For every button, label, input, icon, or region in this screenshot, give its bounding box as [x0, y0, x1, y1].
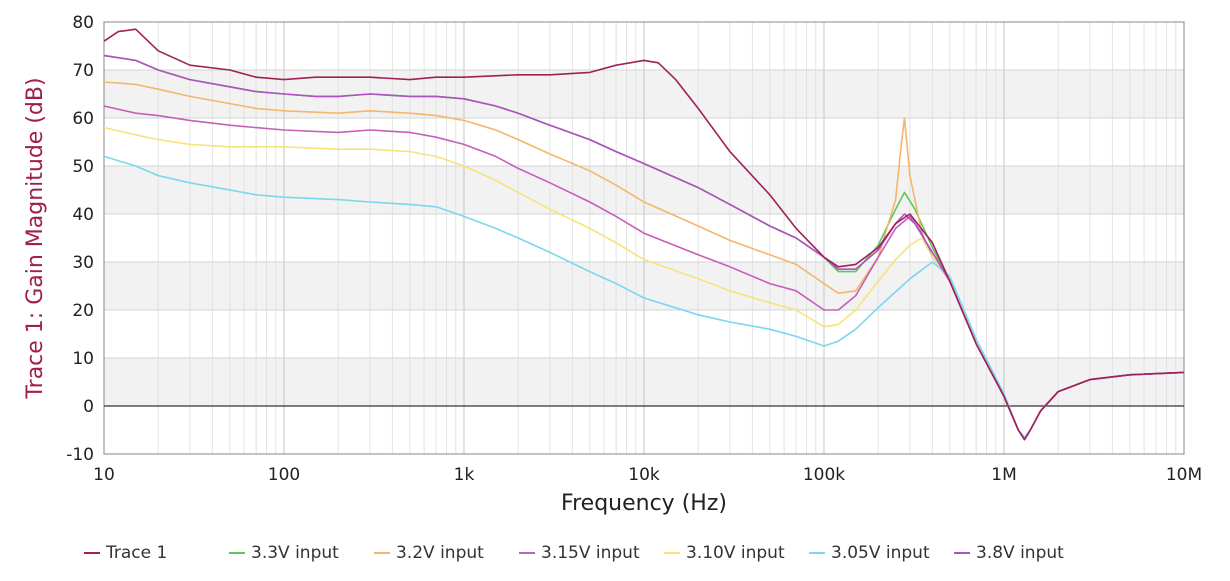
y-tick-label: 60	[72, 109, 94, 129]
legend-label: 3.8V input	[976, 543, 1064, 563]
legend-label: 3.3V input	[251, 543, 339, 563]
legend-swatch	[519, 552, 535, 554]
legend-label: 3.10V input	[686, 543, 785, 563]
series-line-6	[103, 155, 1185, 439]
legend-item: 3.05V input	[809, 543, 930, 563]
legend-item: 3.10V input	[664, 543, 785, 563]
legend-label: 3.2V input	[396, 543, 484, 563]
y-tick-labels: -10 0 10 20 30 40 50 60 70 80	[66, 13, 94, 465]
y-tick-label: 20	[72, 301, 94, 321]
legend-swatch	[954, 552, 970, 554]
legend: Trace 1 3.3V input 3.2V input 3.15V input 3.…	[0, 543, 1230, 573]
x-tick-label: 100	[268, 465, 300, 485]
series-line-1	[103, 28, 1185, 441]
x-tick-label: 1k	[454, 465, 475, 485]
x-tick-label: 1M	[991, 465, 1016, 485]
legend-item: 3.2V input	[374, 543, 484, 563]
y-tick-label: 70	[72, 61, 94, 81]
x-tick-labels: 10 100 1k 10k 100k 1M 10M	[93, 465, 1202, 485]
legend-item: 3.3V input	[229, 543, 339, 563]
legend-item: 3.8V input	[954, 543, 1064, 563]
y-tick-label: 40	[72, 205, 94, 225]
legend-label: 3.15V input	[541, 543, 640, 563]
legend-item: 3.15V input	[519, 543, 640, 563]
legend-swatch	[664, 552, 680, 554]
legend-swatch	[229, 552, 245, 554]
series-layer	[103, 28, 1185, 441]
x-tick-label: 10k	[628, 465, 660, 485]
y-tick-label: 80	[72, 13, 94, 33]
legend-label: Trace 1	[106, 543, 168, 563]
y-tick-label: -10	[66, 445, 94, 465]
x-axis-title: Frequency (Hz)	[561, 491, 727, 516]
legend-swatch	[809, 552, 825, 554]
y-tick-label: 10	[72, 349, 94, 369]
legend-swatch	[374, 552, 390, 554]
x-tick-label: 10	[93, 465, 115, 485]
x-tick-label: 10M	[1166, 465, 1202, 485]
plot-frame	[103, 21, 1185, 455]
minor-gridlines	[157, 22, 1177, 454]
legend-item: Trace 1	[84, 543, 167, 563]
x-tick-label: 100k	[803, 465, 845, 485]
gain-magnitude-chart: -10 0 10 20 30 40 50 60 70 80 10 100 1k 10k 100k 1M 10M…	[23, 13, 1202, 516]
y-axis-title: Trace 1: Gain Magnitude (dB)	[23, 77, 48, 399]
legend-swatch	[84, 552, 100, 554]
y-tick-label: 50	[72, 157, 94, 177]
legend-label: 3.05V input	[831, 543, 930, 563]
y-tick-label: 0	[83, 397, 94, 417]
y-tick-label: 30	[72, 253, 94, 273]
